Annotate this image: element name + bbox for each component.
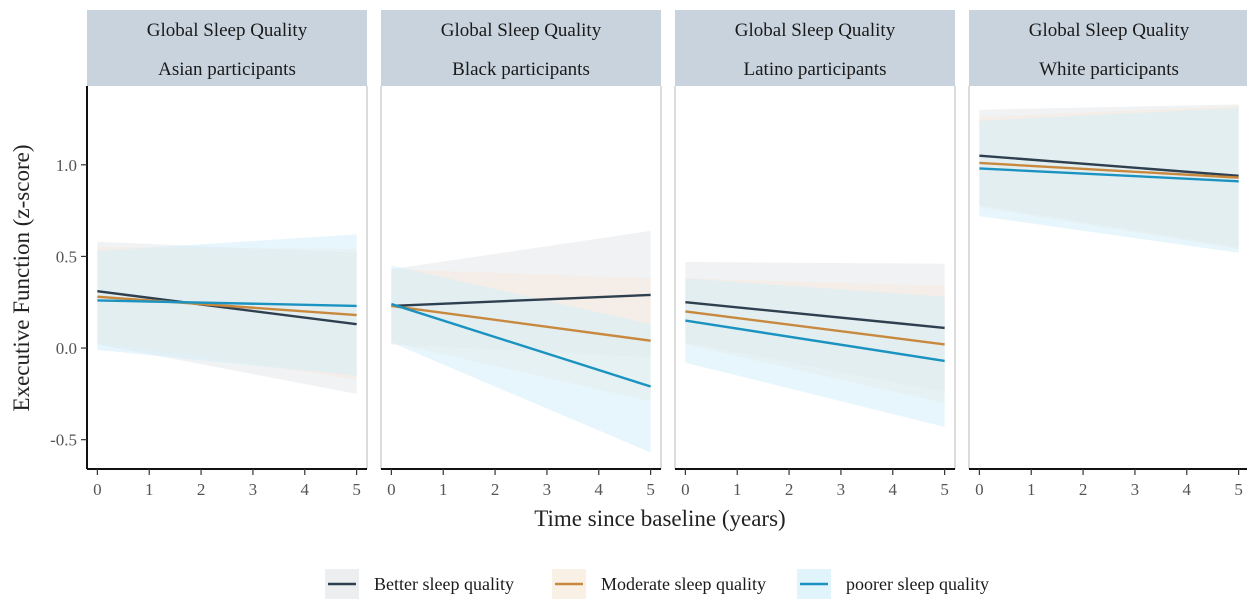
x-tick-label: 0	[93, 480, 102, 499]
series-line-better-sleep-quality	[685, 301, 945, 330]
series-line-moderate-sleep-quality	[391, 304, 651, 342]
x-tick-label: 4	[595, 480, 604, 499]
x-tick-label: 2	[785, 480, 794, 499]
x-tick-label: 2	[197, 480, 206, 499]
legend-item-1: Better sleep quality	[325, 569, 514, 599]
confidence-band-poorer-sleep-quality	[979, 107, 1239, 253]
facet-strip	[969, 10, 1247, 86]
series-line-better-sleep-quality	[979, 154, 1239, 177]
panel-2: Global Sleep Quality Black participants 0 1…	[380, 10, 662, 499]
panel-4: Global Sleep Quality White participants 0 1…	[968, 10, 1247, 499]
facet-strip	[381, 10, 661, 86]
y-tick-label: 0.0	[56, 339, 77, 358]
series-line-poorer-sleep-quality	[97, 299, 357, 308]
x-tick-label: 3	[1131, 480, 1140, 499]
y-tick-label: -0.5	[50, 431, 77, 450]
x-tick-label: 5	[352, 480, 361, 499]
y-tick-label: 1.0	[56, 156, 77, 175]
facet-subtitle: Black participants	[452, 59, 590, 80]
series-line-poorer-sleep-quality	[391, 302, 651, 388]
x-tick-label: 3	[543, 480, 552, 499]
x-tick-label: 4	[1183, 480, 1192, 499]
x-axis-label: Time since baseline (years)	[534, 506, 785, 531]
x-tick-label: 0	[681, 480, 690, 499]
legend-label: Moderate sleep quality	[601, 574, 766, 594]
x-tick-label: 1	[145, 480, 154, 499]
x-tick-label: 1	[1027, 480, 1036, 499]
facet-subtitle: Asian participants	[158, 59, 296, 80]
x-tick-label: 0	[975, 480, 984, 499]
x-tick-label: 3	[249, 480, 258, 499]
x-tick-label: 5	[646, 480, 655, 499]
series-line-better-sleep-quality	[97, 290, 357, 326]
x-tick-label: 1	[733, 480, 742, 499]
series-line-moderate-sleep-quality	[685, 310, 945, 346]
legend-label: poorer sleep quality	[846, 574, 989, 594]
facet-strip	[675, 10, 955, 86]
legend-item-2: Moderate sleep quality	[552, 569, 766, 599]
x-tick-label: 2	[1079, 480, 1088, 499]
series-line-moderate-sleep-quality	[979, 161, 1239, 179]
panel-3: Global Sleep Quality Latino participants 0…	[674, 10, 956, 499]
x-tick-label: 4	[889, 480, 898, 499]
confidence-band-poorer-sleep-quality	[391, 265, 651, 453]
facet-strip	[87, 10, 367, 86]
legend-item-3: poorer sleep quality	[797, 569, 989, 599]
facet-subtitle: Latino participants	[744, 59, 887, 80]
confidence-band-poorer-sleep-quality	[685, 278, 945, 427]
x-tick-label: 2	[491, 480, 500, 499]
legend: Better sleep quality Moderate sleep quali…	[325, 569, 989, 599]
series-line-better-sleep-quality	[391, 293, 651, 308]
x-tick-label: 5	[1234, 480, 1243, 499]
y-axis-label: Executive Function (z-score)	[9, 145, 34, 412]
legend-label: Better sleep quality	[374, 574, 514, 594]
x-tick-label: 0	[387, 480, 396, 499]
series-line-moderate-sleep-quality	[97, 295, 357, 317]
series-line-poorer-sleep-quality	[685, 319, 945, 363]
x-tick-label: 1	[439, 480, 448, 499]
x-tick-label: 5	[940, 480, 949, 499]
facet-title: Global Sleep Quality	[147, 20, 308, 41]
panel-1: Global Sleep Quality Asian participants 0 1…	[50, 10, 368, 499]
x-tick-label: 3	[837, 480, 846, 499]
facet-subtitle: White participants	[1039, 59, 1179, 80]
facet-title: Global Sleep Quality	[735, 20, 896, 41]
y-tick-label: 0.5	[56, 247, 77, 266]
x-tick-label: 4	[301, 480, 310, 499]
facet-title: Global Sleep Quality	[1029, 20, 1190, 41]
series-line-poorer-sleep-quality	[979, 167, 1239, 183]
facet-title: Global Sleep Quality	[441, 20, 602, 41]
panels-layer: Global Sleep Quality Asian participants 0 1…	[50, 10, 1247, 499]
